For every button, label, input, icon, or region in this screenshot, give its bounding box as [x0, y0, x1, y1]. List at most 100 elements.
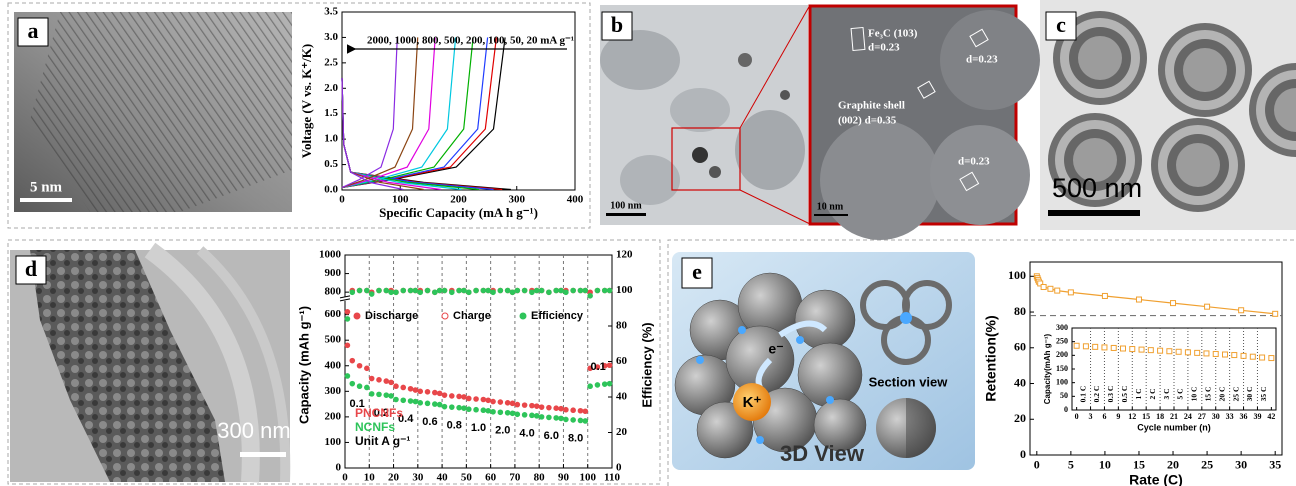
- section-label: 30 C: [1245, 387, 1254, 402]
- rate-label: 1.0: [471, 422, 486, 434]
- data-point: [450, 405, 455, 410]
- y-tick-label: 600: [325, 308, 342, 320]
- data-point: [462, 288, 467, 293]
- data-point: [377, 378, 382, 383]
- data-point: [491, 290, 496, 295]
- y2-axis-label: Efficiency (%): [639, 322, 654, 407]
- section-label: 0.2 C: [1092, 386, 1101, 403]
- y-tick-label: 0.0: [324, 184, 338, 196]
- x-axis-label: Specific Capacity (mA h g⁻¹): [379, 205, 538, 220]
- x-tick-label: 6: [1102, 412, 1106, 421]
- data-line: [342, 37, 424, 189]
- data-point: [1136, 297, 1141, 302]
- data-point: [418, 401, 423, 406]
- data-point: [394, 397, 399, 402]
- legend-label: Charge: [453, 310, 491, 322]
- panel-label: b: [611, 12, 623, 37]
- data-point: [466, 290, 471, 295]
- x-tick-label: 90: [558, 471, 570, 483]
- data-point: [369, 392, 374, 397]
- data-point: [607, 288, 612, 293]
- data-point: [1204, 351, 1209, 356]
- data-point: [365, 288, 370, 293]
- data-point: [457, 405, 462, 410]
- x-tick-label: 0: [1034, 458, 1040, 472]
- data-point: [1260, 355, 1265, 360]
- x-tick-label: 15: [1133, 458, 1145, 472]
- data-point: [539, 405, 544, 410]
- data-point: [1176, 349, 1181, 354]
- section-label: 2 C: [1148, 388, 1157, 399]
- y-tick-label: 50: [1060, 391, 1068, 400]
- data-point: [486, 398, 491, 403]
- x-tick-label: 70: [509, 471, 521, 483]
- y-tick-label: 300: [1056, 323, 1068, 332]
- data-point: [389, 290, 394, 295]
- data-point: [571, 288, 576, 293]
- data-point: [515, 288, 520, 293]
- data-point: [1269, 356, 1274, 361]
- rate-label: 6.0: [544, 430, 559, 442]
- section-label: 20 C: [1217, 387, 1226, 402]
- y-tick-label: 100: [325, 436, 342, 448]
- data-point: [433, 390, 438, 395]
- annotation: Graphite shell: [838, 100, 905, 112]
- x-tick-label: 21: [1170, 412, 1178, 421]
- data-point: [491, 399, 496, 404]
- data-point: [466, 396, 471, 401]
- data-point: [350, 290, 355, 295]
- data-point: [578, 418, 583, 423]
- data-point: [357, 384, 362, 389]
- rate-label: 8.0: [568, 432, 583, 444]
- y-tick-label: 20: [616, 426, 628, 438]
- data-point: [554, 288, 559, 293]
- section-label: 10 C: [1190, 387, 1199, 402]
- data-point: [350, 381, 355, 386]
- data-point: [1083, 344, 1088, 349]
- y-tick-label: 100: [1056, 377, 1068, 386]
- data-point: [522, 413, 527, 418]
- data-point: [481, 288, 486, 293]
- x-tick-label: 3: [1089, 412, 1093, 421]
- x-tick-label: 0: [339, 193, 345, 205]
- x-tick-label: 9: [1116, 412, 1120, 421]
- data-point: [564, 417, 569, 422]
- x-tick-label: 40: [437, 471, 449, 483]
- rate-label: 0.6: [422, 416, 437, 428]
- scale-bar-label: 10 nm: [817, 201, 844, 212]
- data-point: [1223, 352, 1228, 357]
- caption: Section view: [869, 374, 949, 389]
- data-point: [1041, 285, 1046, 290]
- data-point: [578, 408, 583, 413]
- data-point: [515, 412, 520, 417]
- x-axis-label: Rate (C): [1129, 472, 1183, 486]
- rate-label: 4.0: [519, 427, 534, 439]
- data-point: [369, 376, 374, 381]
- data-point: [1158, 348, 1163, 353]
- data-point: [1185, 350, 1190, 355]
- data-point: [345, 310, 350, 315]
- section-label: 0.3 C: [1106, 386, 1115, 403]
- x-tick-label: 27: [1198, 412, 1206, 421]
- data-point: [1148, 348, 1153, 353]
- x-tick-label: 30: [1235, 458, 1247, 472]
- panel-label: d: [25, 256, 37, 281]
- sphere: [1176, 143, 1220, 187]
- y-tick-label: 150: [1056, 364, 1068, 373]
- y-tick-label: 100: [1008, 268, 1026, 282]
- data-point: [595, 383, 600, 388]
- data-point: [384, 379, 389, 384]
- data-point: [389, 380, 394, 385]
- data-point: [377, 392, 382, 397]
- x-tick-label: 24: [1184, 412, 1192, 421]
- data-point: [481, 397, 486, 402]
- data-point: [442, 404, 447, 409]
- data-point: [534, 414, 539, 419]
- y-tick-label: 2.0: [324, 82, 338, 94]
- data-point: [1232, 353, 1237, 358]
- page: 5 nm 100 nm Fe₃C (103) d=0.23 d=0.23 Gra…: [0, 0, 1296, 486]
- data-point: [401, 398, 406, 403]
- data-point: [530, 403, 535, 408]
- annotation: d=0.23: [868, 42, 900, 54]
- data-point: [437, 402, 442, 407]
